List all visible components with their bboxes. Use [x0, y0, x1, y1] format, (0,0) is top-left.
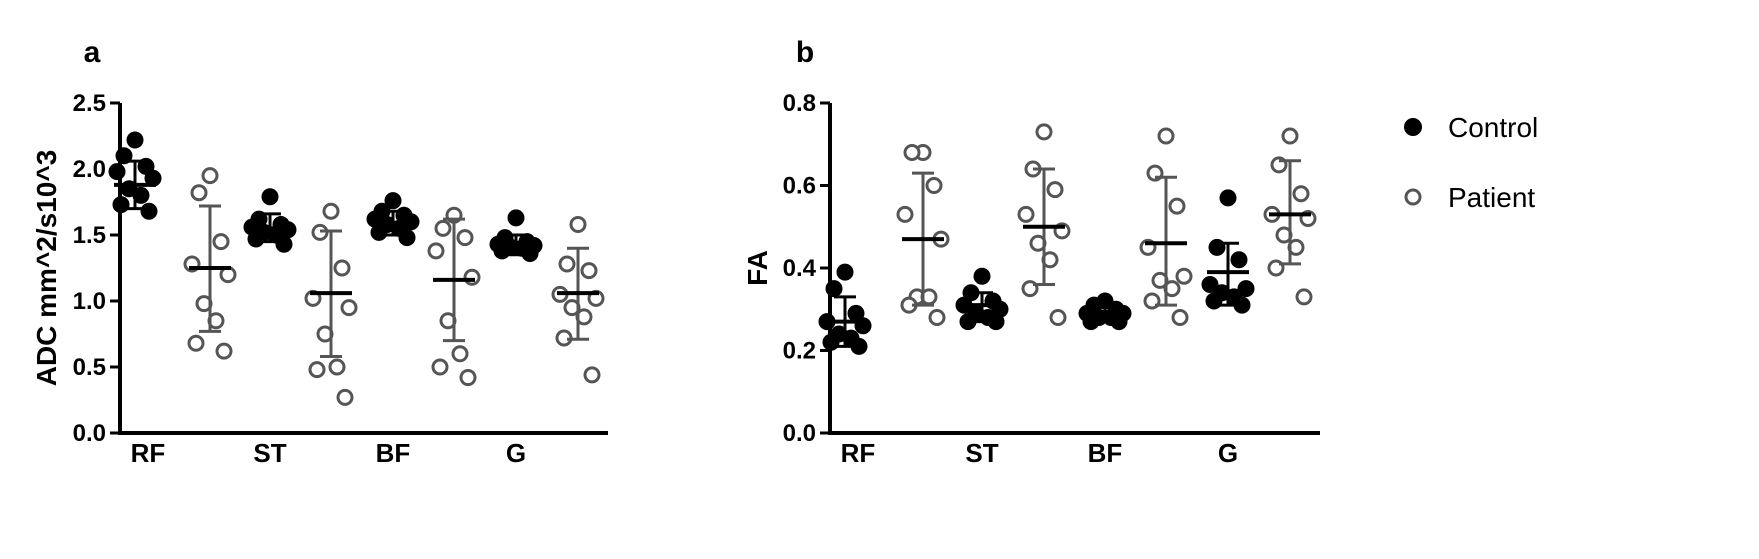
panel-b-letter: b	[796, 36, 814, 69]
panel-b-control-rf-point-0	[836, 263, 854, 281]
panel-b-category-label-st: ST	[965, 438, 998, 468]
panel-a-patient-bf-point-2	[456, 229, 474, 247]
panel-b-y-tick-label-1: 0.2	[783, 338, 816, 365]
panel-b: b FA 0.0 0.2 0.4 0.6 0.8 RF ST BF G	[742, 36, 1320, 468]
panel-a-letter: a	[84, 36, 101, 69]
panel-a-y-tick-label-0: 0.0	[73, 420, 106, 447]
panel-a-y-tick-label-1: 0.5	[73, 354, 106, 381]
panel-b-control-g-point-3	[1201, 276, 1219, 293]
panel-b-control-g-point-4	[1237, 280, 1255, 298]
panel-b-category-labels: RF ST BF G	[841, 438, 1238, 468]
panel-a-category-label-bf: BF	[376, 438, 411, 468]
panel-a-patient-g-point-0	[569, 215, 587, 233]
panel-b-control-g-point-2	[1230, 251, 1248, 269]
panel-a-control-st-point-0	[261, 188, 279, 206]
panel-b-y-tick-label-3: 0.6	[783, 173, 816, 200]
panel-b-plot-area	[818, 123, 1317, 355]
panel-a-patient-st-point-2	[333, 259, 351, 277]
legend-patient-label: Patient	[1448, 182, 1535, 213]
panel-b-patient-bf-point-4	[1175, 267, 1193, 285]
panel-b-patient-rf-point-3	[896, 205, 914, 223]
panel-a-patient-rf-point-8	[215, 342, 233, 360]
panel-a-patient-rf-point-2	[212, 233, 230, 251]
panel-a-control-rf-point-3	[108, 163, 126, 181]
panel-b-patient-g-point-0	[1281, 127, 1299, 145]
legend-control-marker	[1404, 118, 1422, 136]
panel-a-patient-rf-point-0	[201, 167, 219, 185]
panel-a: a ADC mm^2/s10^3 0.0 0.5 1.0 1.5 2.0 2.5 RF S…	[31, 36, 608, 468]
panel-b-patient-rf-point-1	[903, 144, 921, 161]
panel-b-category-label-bf: BF	[1088, 438, 1123, 468]
panel-b-patient-bf-point-8	[1171, 309, 1189, 326]
panel-a-patient-st-point-8	[336, 388, 354, 406]
legend: Control Patient	[1404, 112, 1538, 213]
panel-b-patient-rf-point-2	[925, 177, 943, 194]
panel-a-control-st-point-7	[247, 230, 265, 248]
panel-a-category-label-g: G	[506, 438, 526, 468]
panel-b-patient-bf-point-0	[1157, 127, 1175, 145]
panel-b-patient-st-point-0	[1035, 123, 1053, 141]
panel-a-patient-bf-point-4	[463, 268, 481, 286]
legend-patient-marker	[1404, 188, 1422, 206]
panel-b-patient-rf-point-8	[928, 309, 946, 326]
panel-a-patient-g-point-8	[583, 366, 601, 384]
panel-a-control-g-point-0	[507, 209, 525, 227]
panel-a-control-bf-point-0	[384, 192, 402, 210]
panel-b-control-st-point-0	[973, 267, 991, 285]
panel-a-patient-st-point-6	[328, 358, 346, 376]
panel-a-y-tick-label-2: 1.0	[73, 288, 106, 315]
panel-b-patient-g-point-2	[1292, 185, 1310, 203]
panel-a-category-labels: RF ST BF G	[131, 438, 526, 468]
panel-a-y-ticks: 0.0 0.5 1.0 1.5 2.0 2.5	[73, 90, 120, 447]
panel-a-y-tick-label-5: 2.5	[73, 90, 106, 117]
panel-a-patient-bf-point-7	[431, 358, 449, 376]
panel-b-control-g-point-0	[1219, 189, 1237, 207]
panel-a-control-rf-point-6	[132, 186, 150, 204]
panel-b-y-axis-title: FA	[742, 250, 773, 286]
panel-a-plot-area	[108, 131, 605, 406]
panel-a-category-label-st: ST	[253, 438, 286, 468]
panel-a-patient-bf-point-8	[459, 369, 477, 387]
panel-a-patient-bf-point-1	[434, 219, 452, 237]
panel-b-patient-g-point-8	[1295, 288, 1313, 306]
panel-a-control-bf-point-8	[398, 229, 416, 247]
panel-a-patient-rf-point-1	[190, 184, 208, 202]
panel-a-category-label-rf: RF	[131, 438, 166, 468]
panel-a-patient-rf-point-7	[187, 334, 205, 352]
panel-a-y-tick-label-4: 2.0	[73, 156, 106, 183]
panel-a-y-tick-label-3: 1.5	[73, 222, 106, 249]
panel-a-y-axis-title: ADC mm^2/s10^3	[31, 150, 62, 387]
panel-b-category-label-rf: RF	[841, 438, 876, 468]
panel-a-patient-bf-point-3	[427, 242, 445, 260]
panel-b-y-tick-label-2: 0.4	[783, 255, 817, 282]
panel-b-patient-bf-point-2	[1168, 197, 1186, 215]
panel-b-control-rf-point-1	[825, 280, 843, 298]
panel-b-y-tick-label-0: 0.0	[783, 420, 816, 447]
panel-a-patient-g-point-1	[558, 255, 576, 273]
panel-a-control-rf-point-8	[140, 202, 158, 220]
panel-a-control-bf-point-7	[370, 223, 388, 241]
legend-control-label: Control	[1448, 112, 1538, 143]
panel-a-patient-bf-point-6	[451, 345, 469, 363]
panel-b-y-tick-label-4: 0.8	[783, 90, 816, 117]
panel-b-patient-st-point-8	[1049, 309, 1067, 326]
panel-a-control-rf-point-7	[112, 196, 130, 214]
panel-a-patient-g-point-2	[580, 262, 598, 280]
panel-a-control-rf-point-0	[126, 131, 144, 149]
panel-a-patient-st-point-7	[308, 361, 326, 379]
panel-b-y-ticks: 0.0 0.2 0.4 0.6 0.8	[783, 90, 830, 447]
panel-a-control-st-point-8	[275, 235, 293, 253]
panel-b-patient-st-point-2	[1046, 181, 1064, 199]
panel-a-patient-st-point-4	[340, 299, 358, 317]
panel-b-patient-st-point-3	[1017, 205, 1035, 223]
panel-a-patient-st-point-0	[322, 202, 340, 220]
panel-b-category-label-g: G	[1218, 438, 1238, 468]
